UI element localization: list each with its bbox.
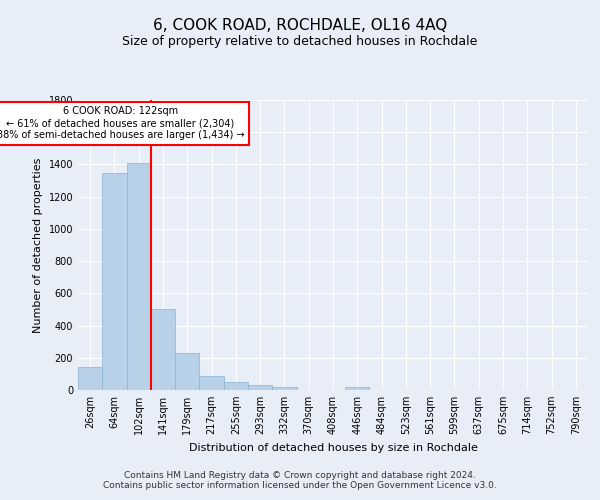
Bar	[127, 163, 151, 390]
Bar	[272, 387, 296, 390]
Bar	[224, 382, 248, 390]
Bar	[78, 368, 102, 390]
Text: 6 COOK ROAD: 122sqm
← 61% of detached houses are smaller (2,304)
38% of semi-det: 6 COOK ROAD: 122sqm ← 61% of detached ho…	[0, 106, 244, 140]
Bar	[248, 385, 272, 390]
Bar	[151, 310, 175, 390]
Bar	[175, 353, 199, 390]
Bar	[102, 172, 127, 390]
Y-axis label: Number of detached properties: Number of detached properties	[33, 158, 43, 332]
Bar	[199, 376, 224, 390]
X-axis label: Distribution of detached houses by size in Rochdale: Distribution of detached houses by size …	[188, 442, 478, 452]
Text: Size of property relative to detached houses in Rochdale: Size of property relative to detached ho…	[122, 35, 478, 48]
Text: 6, COOK ROAD, ROCHDALE, OL16 4AQ: 6, COOK ROAD, ROCHDALE, OL16 4AQ	[153, 18, 447, 32]
Text: Contains HM Land Registry data © Crown copyright and database right 2024.
Contai: Contains HM Land Registry data © Crown c…	[103, 470, 497, 490]
Bar	[345, 387, 370, 390]
